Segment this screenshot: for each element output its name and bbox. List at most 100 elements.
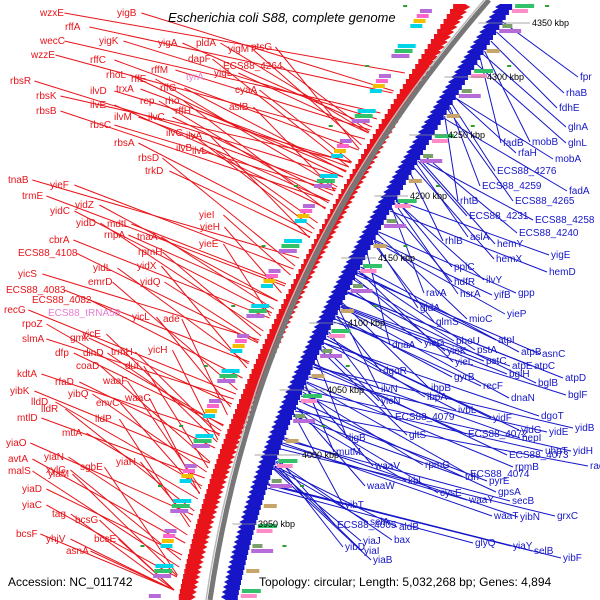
gene-label-yicn: yicN (381, 396, 400, 407)
reverse-gene-arrow (309, 334, 327, 340)
gene-label-mtla: mtlA (62, 428, 82, 439)
cog-category-block (329, 334, 346, 338)
feature-row (430, 39, 490, 45)
reverse-gene-arrow (333, 284, 351, 290)
connector-yiep (373, 240, 506, 315)
connector-gpp (378, 231, 517, 294)
gene-label-wecc: wecC (39, 36, 65, 47)
feature-row (161, 539, 251, 545)
gc-content-dot (365, 65, 370, 67)
reverse-gene-arrow (435, 99, 453, 105)
reverse-gene-arrow (469, 44, 487, 50)
cog-category-block (261, 284, 274, 288)
gene-label-tag: tag (52, 509, 66, 520)
reverse-gene-arrow (255, 469, 273, 475)
genome-backbone (207, 0, 491, 600)
reverse-gene-arrow (265, 439, 283, 445)
forward-gene-arrow (433, 34, 451, 40)
gene-label-ecs88-4108: ECS88_4108 (18, 248, 78, 259)
feature-row (155, 564, 245, 570)
forward-gene-arrow (195, 524, 213, 530)
reverse-gene-arrow (353, 244, 371, 250)
forward-gene-arrow (191, 539, 209, 545)
connector-yigl (238, 72, 369, 134)
feature-row (231, 419, 316, 425)
reverse-gene-arrow (300, 354, 318, 360)
gene-label-atpb: atpB (521, 347, 542, 358)
connector-wzze (55, 54, 366, 140)
reverse-gene-arrow (394, 169, 412, 175)
forward-gene-arrow (203, 499, 221, 505)
forward-gene-arrow (221, 444, 239, 450)
cog-category-block (161, 539, 174, 543)
reverse-gene-arrow (281, 399, 299, 405)
gene-label-slma: slmA (22, 334, 45, 345)
reverse-gene-arrow (361, 229, 379, 235)
connector-mioc (377, 233, 468, 320)
connector-rnpa (128, 234, 278, 302)
reverse-gene-arrow (325, 299, 343, 305)
gene-label-kdta: kdtA (17, 369, 37, 380)
reverse-gene-arrow (491, 9, 509, 15)
gene-label-ptsg: ptsG (251, 42, 272, 53)
gene-label-yidz: yidZ (75, 200, 94, 211)
reverse-gene-arrow (441, 89, 459, 95)
reverse-gene-arrow (447, 79, 465, 85)
cog-category-block (251, 549, 274, 553)
cog-category-block (191, 444, 210, 448)
rna-label-tyra: tyrA (186, 72, 204, 83)
gene-label-rpmh: rpmH (138, 247, 162, 258)
gene-label-ecs88-4005: ECS88_4005 (337, 520, 397, 531)
forward-gene-arrow (430, 39, 448, 45)
kbp-marker-4050-kbp: 4050 kbp (327, 385, 364, 395)
cog-category-block (470, 74, 487, 78)
gene-label-recg: recG (4, 305, 26, 316)
reverse-gene-arrow (438, 94, 456, 100)
reverse-gene-arrow (228, 559, 246, 565)
reverse-gene-arrow (260, 454, 278, 460)
connector-bglh (340, 306, 508, 375)
forward-gene-arrow (440, 24, 458, 30)
rna-label-ecs88-trna58: ECS88_tRNA58 (48, 308, 121, 319)
gene-label-secb: secB (512, 496, 535, 507)
reverse-gene-arrow (306, 339, 324, 345)
forward-gene-arrow (185, 564, 203, 570)
connector-lldr (65, 408, 195, 512)
gene-label-ligb: ligB (349, 433, 366, 444)
gene-label-ecs88-4259: ECS88_4259 (482, 181, 542, 192)
gene-label-ilve: ilvE (90, 100, 106, 111)
connector-yidq (164, 281, 259, 343)
gene-label-yidl: yidL (93, 263, 112, 274)
reverse-gene-arrow (323, 304, 341, 310)
reverse-gene-arrow (328, 294, 346, 300)
reverse-gene-arrow (318, 314, 336, 320)
feature-row (216, 459, 298, 465)
connector-yief (74, 184, 294, 270)
cog-category-block (316, 179, 335, 183)
reverse-gene-arrow (246, 494, 264, 500)
gene-label-hemx: hemX (496, 254, 522, 265)
gene-label-recf: recF (483, 381, 503, 392)
cog-category-block (294, 219, 307, 223)
feature-row (394, 49, 500, 55)
cog-category-block (350, 289, 373, 293)
forward-gene-arrow (405, 79, 423, 85)
gene-label-emrd: emrD (88, 277, 112, 288)
connector-yiac (46, 504, 178, 578)
reverse-gene-arrow (386, 184, 404, 190)
connector-ecs88-4005 (277, 457, 336, 526)
cog-category-block (499, 29, 522, 33)
reverse-gene-arrow (380, 194, 398, 200)
connector-yibf (268, 484, 562, 559)
gene-label-wzxe: wzxE (39, 8, 64, 19)
gene-label-yifb: yifB (494, 290, 511, 301)
reverse-gene-arrow (472, 39, 490, 45)
cog-category-block (397, 199, 417, 203)
connector-waay (281, 444, 468, 501)
gene-label-yidg: yidG (521, 425, 542, 436)
gene-label-cyaa: cyaA (235, 85, 258, 96)
cog-category-block (474, 69, 494, 73)
cog-category-block (270, 484, 293, 488)
genome-backbone-highlight (205, 0, 485, 600)
gene-label-ecs88-4079: ECS88_4079 (395, 412, 455, 423)
